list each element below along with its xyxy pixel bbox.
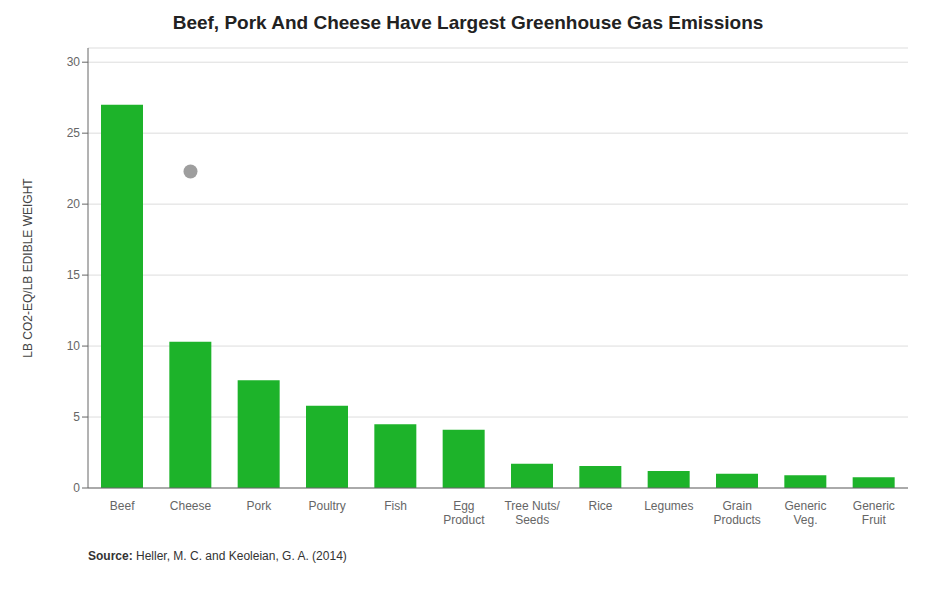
svg-text:25: 25 xyxy=(67,126,81,140)
svg-text:Rice: Rice xyxy=(588,499,612,513)
svg-text:LB CO2-EQ/LB EDIBLE WEIGHT: LB CO2-EQ/LB EDIBLE WEIGHT xyxy=(21,178,35,358)
svg-text:GenericVeg.: GenericVeg. xyxy=(784,499,826,527)
svg-text:30: 30 xyxy=(67,55,81,69)
svg-text:Pork: Pork xyxy=(246,499,272,513)
svg-text:Beef: Beef xyxy=(110,499,135,513)
svg-text:GrainProducts: GrainProducts xyxy=(713,499,760,527)
svg-text:5: 5 xyxy=(73,410,80,424)
svg-text:Legumes: Legumes xyxy=(644,499,693,513)
svg-text:Tree Nuts/Seeds: Tree Nuts/Seeds xyxy=(504,499,560,527)
svg-text:GenericFruit: GenericFruit xyxy=(853,499,895,527)
html-text:Beef, Pork And Cheese Have Lar: Beef, Pork And Cheese Have Largest Green… xyxy=(172,12,764,33)
svg-text:Fish: Fish xyxy=(384,499,407,513)
svg-text:15: 15 xyxy=(67,268,81,282)
html-text:Source: Heller, M. C. and Keol: Source: Heller, M. C. and Keoleian, G. A… xyxy=(88,549,347,563)
svg-text:10: 10 xyxy=(67,339,81,353)
svg-text:Poultry: Poultry xyxy=(308,499,345,513)
svg-text:20: 20 xyxy=(67,197,81,211)
svg-text:EggProduct: EggProduct xyxy=(443,499,485,527)
svg-text:0: 0 xyxy=(73,481,80,495)
svg-text:Cheese: Cheese xyxy=(170,499,212,513)
